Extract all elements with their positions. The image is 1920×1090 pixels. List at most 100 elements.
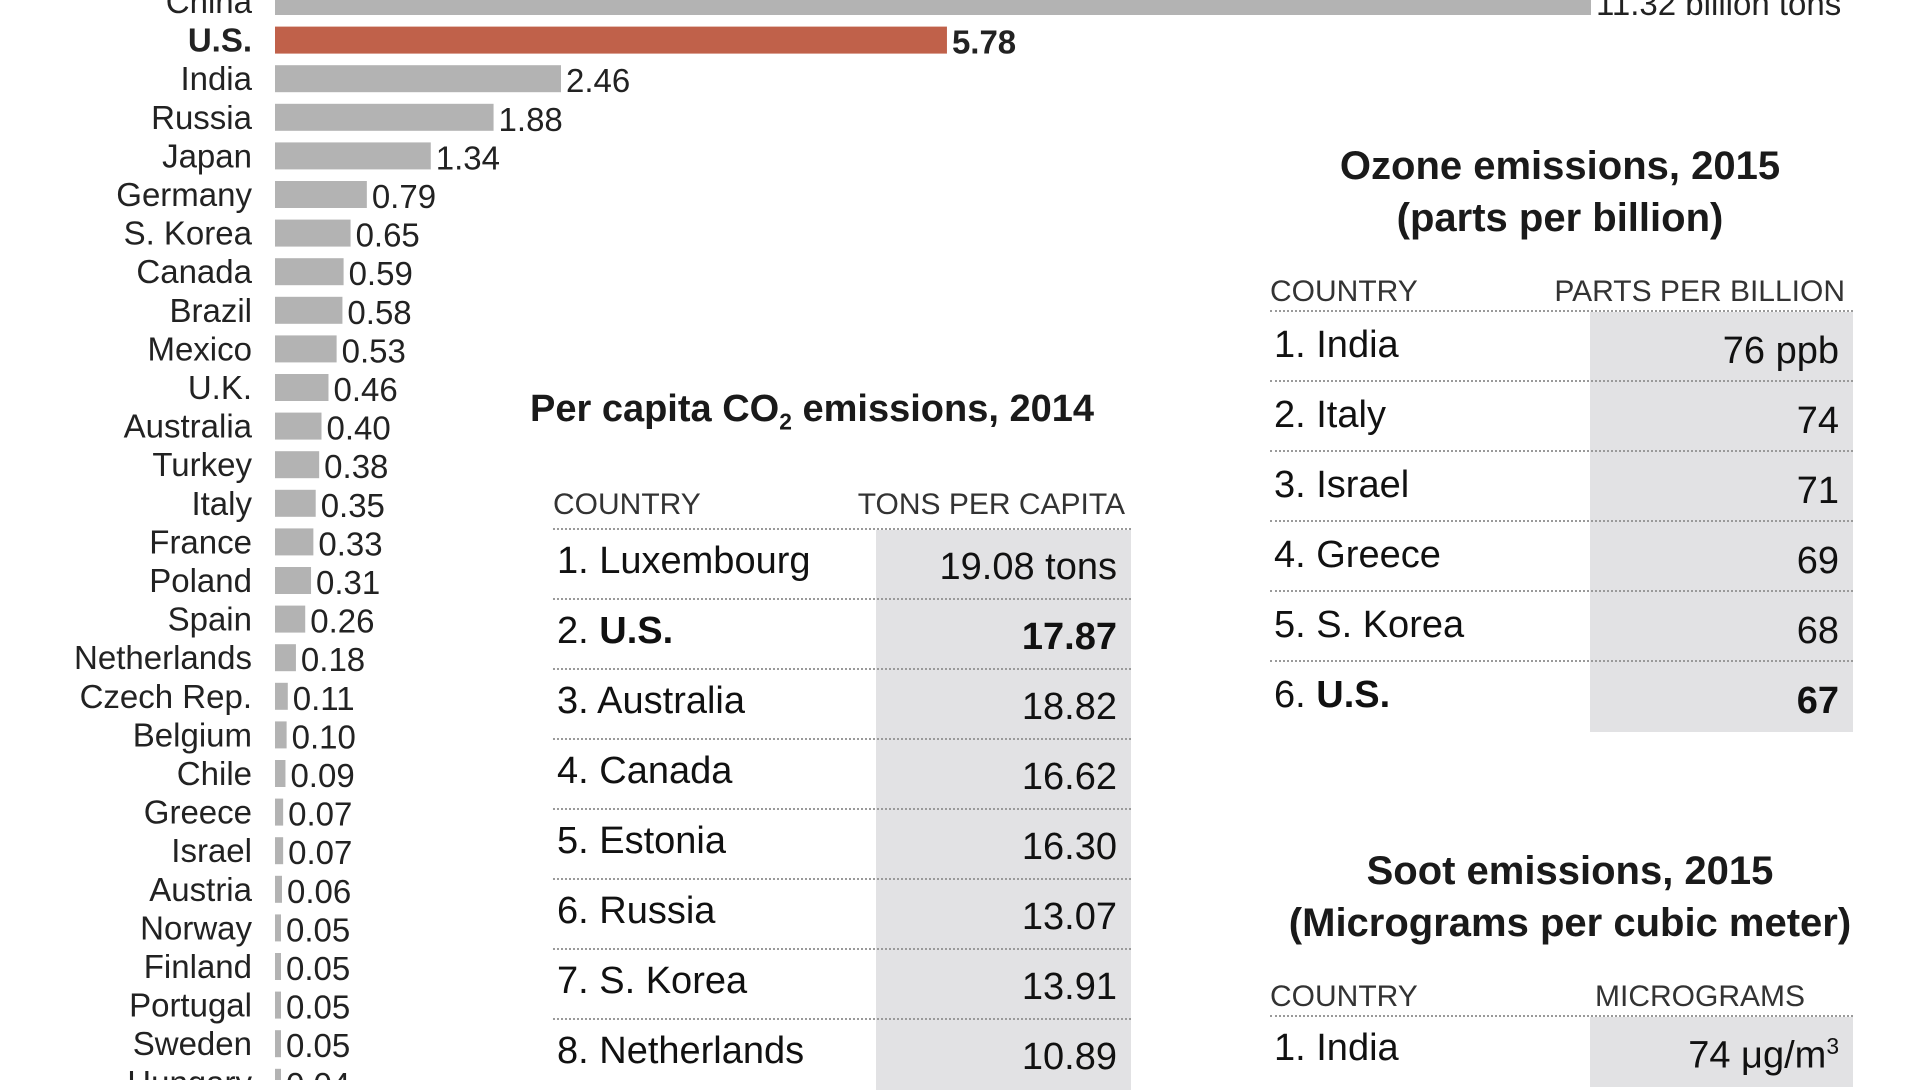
bar-poland xyxy=(275,567,312,594)
value-label-japan: 1.34 xyxy=(436,139,500,176)
column-header-tons-per-capita: TONS PER CAPITA xyxy=(857,488,1125,521)
bar-s-korea xyxy=(275,219,351,247)
value-label-greece: 0.07 xyxy=(288,796,352,833)
table-row: 1. Luxembourg 19.08 tons xyxy=(553,528,1131,600)
bar-italy xyxy=(275,489,316,517)
country-cell: 6. U.S. xyxy=(1274,674,1391,716)
bar-france xyxy=(275,528,314,556)
category-label-mexico: Mexico xyxy=(147,330,252,367)
country-cell: 2. Italy xyxy=(1274,394,1386,436)
value-label-canada: 0.59 xyxy=(349,255,413,292)
column-header-country: COUNTRY xyxy=(553,488,701,521)
value-cell: 68 xyxy=(1796,610,1839,652)
bar-germany xyxy=(275,181,367,208)
table-row: 6. Russia 13.07 xyxy=(553,878,1131,950)
value-label-poland: 0.31 xyxy=(316,564,380,601)
country-cell: 4. Greece xyxy=(1274,534,1441,576)
value-cell-background xyxy=(1590,312,1853,382)
value-label-hungary: 0.04 xyxy=(286,1066,350,1080)
category-label-russia: Russia xyxy=(151,99,253,136)
bar-belgium xyxy=(275,721,287,749)
ozone-table: COUNTRY PARTS PER BILLION 1. India 76 ppb… xyxy=(1270,265,1853,735)
bar-chile xyxy=(275,760,286,787)
category-label-turkey: Turkey xyxy=(152,446,252,483)
value-label-austria: 0.06 xyxy=(287,873,351,910)
value-label-portugal: 0.05 xyxy=(286,989,350,1026)
country-cell: 6. Russia xyxy=(557,890,716,932)
bar-brazil xyxy=(275,296,343,324)
value-cell: 69 xyxy=(1796,540,1839,582)
value-label-germany: 0.79 xyxy=(372,178,436,215)
value-label-sweden: 0.05 xyxy=(286,1027,350,1064)
per-capita-co2-table: COUNTRY TONS PER CAPITA 1. Luxembourg 19.… xyxy=(553,478,1131,1090)
bar-finland xyxy=(275,953,281,980)
value-cell: 76 ppb xyxy=(1722,330,1839,372)
category-label-israel: Israel xyxy=(171,832,252,869)
bar-u-k xyxy=(275,374,329,401)
value-label-italy: 0.35 xyxy=(321,487,385,524)
table-header: COUNTRY PARTS PER BILLION xyxy=(1270,265,1853,315)
soot-title-line: Soot emissions, 2015 xyxy=(1366,849,1774,893)
category-label-netherlands: Netherlands xyxy=(74,639,252,676)
value-cell: 13.91 xyxy=(1021,966,1117,1008)
table-header: COUNTRY MICROGRAMS xyxy=(1270,970,1853,1020)
value-label-czech-rep: 0.11 xyxy=(293,680,355,717)
value-cell: 74 xyxy=(1796,400,1839,442)
table-row: 3. Israel 71 xyxy=(1270,450,1853,522)
category-label-norway: Norway xyxy=(140,909,252,946)
per-capita-co2-title: Per capita CO2 emissions, 2014 xyxy=(530,388,1094,435)
bar-netherlands xyxy=(275,644,296,672)
bar-mexico xyxy=(275,335,337,363)
value-label-india: 2.46 xyxy=(566,62,630,99)
bar-canada xyxy=(275,258,344,286)
bar-u-s xyxy=(275,26,947,54)
value-label-australia: 0.40 xyxy=(327,410,391,447)
category-label-poland: Poland xyxy=(149,562,252,599)
bar-austria xyxy=(275,875,282,903)
bar-china xyxy=(275,0,1591,15)
category-label-portugal: Portugal xyxy=(129,987,252,1024)
table-header: COUNTRY TONS PER CAPITA xyxy=(553,478,1131,528)
value-label-france: 0.33 xyxy=(318,525,382,562)
value-label-u-s: 5.78 xyxy=(952,24,1016,61)
value-cell: 19.08 tons xyxy=(939,546,1117,588)
table-row: 5. S. Korea 68 xyxy=(1270,590,1853,662)
category-label-u-k: U.K. xyxy=(188,369,252,406)
bar-australia xyxy=(275,412,322,440)
category-label-austria: Austria xyxy=(149,871,252,908)
category-label-u-s: U.S. xyxy=(188,22,252,59)
value-cell-background xyxy=(1590,522,1853,592)
value-cell-background xyxy=(876,740,1131,810)
table-row: 8. Netherlands 10.89 xyxy=(553,1018,1131,1090)
value-label-belgium: 0.10 xyxy=(292,718,356,755)
country-cell: 5. Estonia xyxy=(557,820,726,862)
value-label-israel: 0.07 xyxy=(288,834,352,871)
country-cell: 4. Canada xyxy=(557,750,733,792)
value-label-brazil: 0.58 xyxy=(347,294,411,331)
bar-turkey xyxy=(275,451,320,479)
value-cell: 13.07 xyxy=(1021,896,1117,938)
country-cell: 8. Netherlands xyxy=(557,1030,805,1072)
category-label-brazil: Brazil xyxy=(169,292,252,329)
value-label-russia: 1.88 xyxy=(499,101,563,138)
value-cell-background xyxy=(1590,1017,1853,1087)
value-cell-background xyxy=(1590,592,1853,662)
value-label-turkey: 0.38 xyxy=(324,448,388,485)
value-label-china: 11.32 billion tons xyxy=(1596,0,1841,22)
table-row: 3. Australia 18.82 xyxy=(553,668,1131,740)
category-label-germany: Germany xyxy=(116,176,252,213)
table-row: 7. S. Korea 13.91 xyxy=(553,948,1131,1020)
bar-spain xyxy=(275,605,306,633)
value-cell: 74 μg/m3 xyxy=(1688,1033,1839,1077)
bar-czech-rep xyxy=(275,682,288,710)
category-label-italy: Italy xyxy=(191,485,252,522)
country-cell: 1. Luxembourg xyxy=(557,540,811,582)
value-cell-background xyxy=(876,600,1131,670)
value-label-norway: 0.05 xyxy=(286,911,350,948)
category-label-greece: Greece xyxy=(144,794,252,831)
value-label-spain: 0.26 xyxy=(310,603,374,640)
category-label-spain: Spain xyxy=(168,601,252,638)
bar-greece xyxy=(275,798,284,826)
value-cell-background xyxy=(876,530,1131,600)
